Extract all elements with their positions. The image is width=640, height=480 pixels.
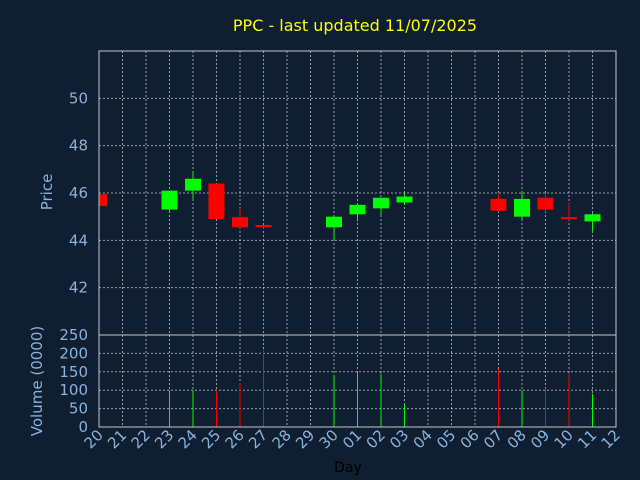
x-tick-label: 21 [104,426,130,452]
volume-axis-label: Volume (0000) [28,326,46,436]
x-tick-label: 30 [316,426,342,452]
volume-layer [169,349,593,427]
x-tick-label: 04 [410,426,436,452]
x-tick-label: 08 [504,426,530,452]
candle-body [208,183,225,220]
x-tick-label: 12 [598,426,624,452]
candle-body [537,197,554,210]
candle-body [584,214,601,222]
x-tick-label: 01 [339,426,365,452]
x-tick-label: 25 [198,426,224,452]
volume-tick-label: 150 [59,363,88,381]
candle-body [561,217,577,220]
frame-layer [98,50,617,428]
x-tick-label: 10 [551,426,577,452]
x-tick-label: 28 [269,426,295,452]
x-tick-label: 09 [527,426,553,452]
x-tick-label: 27 [245,426,271,452]
volume-tick-label: 0 [78,418,88,436]
price-tick-label: 44 [69,231,88,249]
candle-body [161,190,178,210]
x-tick-label: 07 [480,426,506,452]
candle-body [99,194,107,207]
chart-title: PPC - last updated 11/07/2025 [233,16,477,35]
x-axis-label: Day [334,460,362,476]
x-tick-label: 23 [151,426,177,452]
x-tick-label: 02 [363,426,389,452]
candle-body [514,198,530,217]
price-axis-label: Price [38,174,56,211]
x-tick-label: 06 [457,426,483,452]
x-tick-label: 03 [386,426,412,452]
price-tick-label: 50 [69,89,88,107]
x-tick-label: 11 [574,426,600,452]
x-tick-label: 22 [128,426,154,452]
candle-body [396,196,413,203]
candle-body [349,204,366,215]
x-tick-label: 29 [292,426,318,452]
candle-body [232,217,248,228]
tick-layer: 4244464850050100150200250202122232425262… [59,89,623,452]
candle-body [255,224,272,227]
x-tick-label: 26 [222,426,248,452]
volume-tick-label: 100 [59,381,88,399]
price-tick-label: 48 [69,137,88,155]
candle-body [490,198,507,211]
volume-panel-frame [98,334,617,428]
candle-body [326,216,342,228]
x-tick-label: 24 [175,426,201,452]
price-tick-label: 42 [69,279,88,297]
candle-body [373,197,389,209]
x-tick-label: 05 [433,426,459,452]
grid-layer [99,51,616,427]
candle-layer [98,171,601,241]
candle-body [185,178,201,191]
price-tick-label: 46 [69,184,88,202]
volume-tick-label: 200 [59,344,88,362]
volume-tick-label: 50 [69,400,88,418]
volume-tick-label: 250 [59,326,88,344]
